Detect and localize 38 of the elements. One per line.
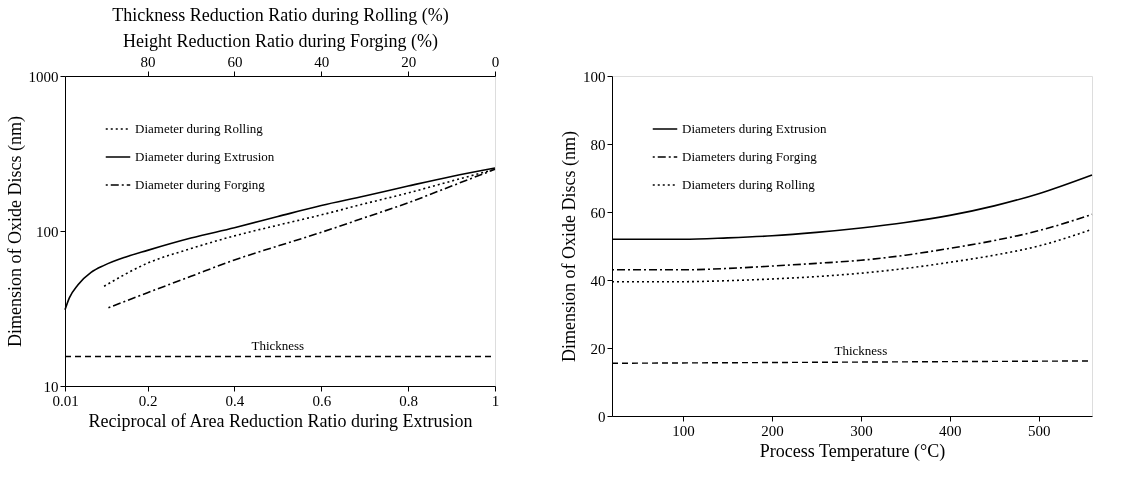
- x2-axis-title: Thickness Reduction Ratio during Rolling (%) Height Reduction Ratio during Forging (%): [112, 4, 449, 52]
- annotation: Thickness: [251, 338, 305, 354]
- y-tick-label: 100: [36, 223, 59, 240]
- x-tick-label: 200: [761, 422, 784, 439]
- y-axis-title: Dimension of Oxide Discs (nm): [4, 116, 26, 347]
- y-tick-label: 100: [583, 68, 606, 85]
- y-tick-label: 40: [590, 272, 606, 289]
- y-tick-label: 10: [43, 378, 59, 395]
- legend-label: Diameters during Forging: [682, 149, 818, 164]
- y-tick-label: 80: [590, 136, 606, 153]
- x-tick-label: 400: [939, 422, 962, 439]
- y-tick-label: 60: [590, 204, 606, 221]
- x-tick-label: 1: [491, 392, 500, 409]
- x2-tick-label: 0: [491, 53, 500, 70]
- y-tick-label: 1000: [28, 68, 59, 85]
- x-tick-label: 0.6: [312, 392, 332, 409]
- y-tick-label: 20: [590, 340, 606, 357]
- legend-label: Diameter during Extrusion: [135, 149, 275, 164]
- annotation: Thickness: [834, 343, 888, 359]
- x-tick-label: 300: [850, 422, 873, 439]
- x-tick-label: 500: [1027, 422, 1051, 439]
- x-axis-title: Reciprocal of Area Reduction Ratio during Extrusion: [88, 410, 473, 431]
- x-tick-label: 0.4: [225, 392, 245, 409]
- legend-label: Diameters during Rolling: [682, 177, 816, 192]
- x-tick-label: 0.01: [52, 392, 79, 409]
- x-tick-label: 0.8: [399, 392, 419, 409]
- legend-label: Diameter during Rolling: [135, 121, 264, 136]
- x-tick-label: 0.2: [138, 392, 158, 409]
- x2-tick-label: 60: [227, 53, 243, 70]
- legend-label: Diameters during Extrusion: [682, 121, 827, 136]
- x2-tick-label: 80: [140, 53, 156, 70]
- y-tick-label: 0: [598, 408, 606, 425]
- x2-tick-label: 40: [314, 53, 330, 70]
- x-tick-label: 100: [672, 422, 695, 439]
- legend-label: Diameter during Forging: [135, 177, 266, 192]
- x-axis-title: Process Temperature (°C): [759, 440, 946, 462]
- y-axis-title: Dimension of Oxide Discs (nm): [559, 131, 580, 362]
- x2-tick-label: 20: [401, 53, 417, 70]
